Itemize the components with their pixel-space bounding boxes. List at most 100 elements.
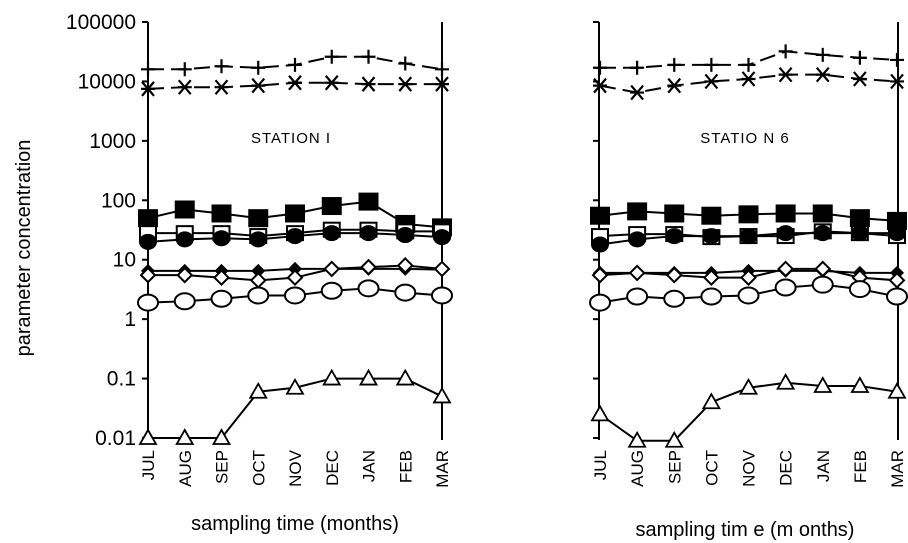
x-tick-label: OCT: [702, 450, 721, 486]
series-star: [141, 75, 449, 97]
series-diamond-open: [591, 260, 906, 289]
x-tick-label: JAN: [360, 450, 379, 482]
data-point: [138, 428, 158, 445]
data-point: [398, 56, 413, 71]
data-point: [811, 275, 834, 294]
data-point: [210, 289, 233, 308]
data-point: [737, 286, 760, 305]
data-point: [322, 225, 341, 242]
data-point: [741, 71, 756, 87]
y-tick-label: 100: [101, 189, 136, 212]
data-point: [700, 287, 723, 306]
x-tick-label: AUG: [628, 450, 647, 487]
series-plus: [593, 44, 904, 75]
y-tick-label: 0.1: [107, 368, 136, 391]
data-point: [815, 47, 830, 62]
y-tick-label: 0.01: [95, 427, 136, 450]
data-point: [663, 289, 686, 308]
series-square-filled: [590, 202, 907, 230]
data-point: [589, 293, 611, 312]
data-point: [702, 269, 720, 287]
data-point: [288, 75, 302, 91]
data-point: [850, 376, 870, 393]
data-point: [738, 205, 759, 224]
data-point: [814, 260, 832, 278]
data-point: [626, 287, 649, 306]
series-triangle-open: [138, 368, 452, 445]
data-point: [664, 430, 684, 448]
x-tick-label: MAR: [888, 450, 907, 488]
chart-title-station-1: STATION I: [251, 130, 331, 147]
series-star: [593, 66, 904, 101]
data-point: [173, 292, 196, 311]
x-tick-label: FEB: [851, 450, 870, 483]
data-point: [628, 231, 647, 248]
x-axis-label-station-6: sampling tim e (m onths): [636, 519, 855, 541]
chart-title-station-6: STATIO N 6: [700, 130, 789, 147]
x-tick-label: FEB: [396, 450, 415, 483]
x-tick-label: DEC: [323, 450, 342, 486]
x-tick-label: JUL: [139, 450, 158, 480]
data-point: [398, 76, 413, 92]
y-axis-label: parameter concentration: [13, 140, 35, 357]
data-point: [251, 60, 266, 75]
data-point: [248, 381, 268, 399]
data-point: [702, 228, 721, 245]
data-point: [774, 278, 797, 297]
data-point: [286, 228, 304, 245]
data-point: [141, 62, 155, 77]
data-point: [322, 368, 342, 386]
data-point: [590, 404, 610, 422]
x-tick-label: NOV: [286, 449, 305, 487]
data-point: [433, 229, 451, 246]
data-point: [664, 204, 685, 223]
data-point: [667, 77, 682, 94]
data-point: [324, 75, 339, 91]
data-point: [138, 209, 158, 228]
data-point: [324, 49, 339, 64]
data-point: [849, 209, 870, 228]
data-point: [701, 206, 722, 225]
data-point: [738, 377, 759, 395]
series-diamond-open: [139, 257, 451, 289]
data-point: [358, 192, 379, 211]
data-point: [775, 204, 796, 223]
x-tick-label: SEP: [213, 450, 232, 484]
data-point: [593, 60, 607, 75]
data-point: [137, 293, 159, 312]
data-point: [288, 261, 302, 276]
data-point: [284, 286, 306, 305]
data-point: [211, 428, 232, 445]
data-point: [739, 228, 758, 245]
data-point: [813, 376, 833, 393]
data-point: [432, 386, 452, 404]
data-point: [211, 204, 232, 223]
data-point: [776, 225, 795, 242]
x-tick-label: NOV: [740, 449, 759, 487]
data-point: [396, 257, 414, 274]
data-point: [394, 283, 417, 302]
x-tick-label: SEP: [665, 450, 684, 484]
data-point: [288, 57, 302, 72]
data-point: [777, 260, 795, 278]
y-tick-label: 10: [113, 249, 136, 272]
data-point: [665, 266, 683, 284]
data-point: [214, 79, 229, 95]
data-point: [887, 211, 907, 230]
data-point: [887, 381, 907, 399]
data-point: [813, 225, 832, 242]
data-point: [139, 233, 157, 250]
data-point: [251, 77, 266, 94]
data-point: [852, 71, 867, 87]
data-point: [435, 76, 449, 92]
x-tick-label: DEC: [777, 450, 796, 486]
data-point: [850, 225, 869, 242]
data-point: [177, 62, 192, 77]
data-point: [704, 73, 719, 90]
data-point: [141, 81, 155, 97]
data-point: [433, 260, 451, 278]
data-point: [741, 57, 756, 72]
data-point: [361, 76, 376, 92]
data-point: [213, 269, 230, 287]
